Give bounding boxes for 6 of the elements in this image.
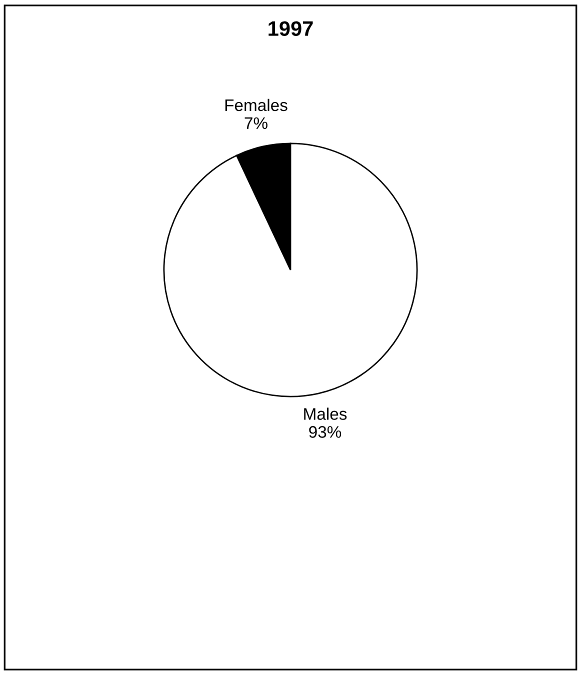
slice-label: Females <box>225 98 288 112</box>
chart-title: 1997 <box>268 21 313 36</box>
pie-slice <box>163 142 418 398</box>
data-label: 7% <box>244 117 268 129</box>
slice-label: Males <box>304 408 347 420</box>
data-label: 93% <box>309 426 342 438</box>
